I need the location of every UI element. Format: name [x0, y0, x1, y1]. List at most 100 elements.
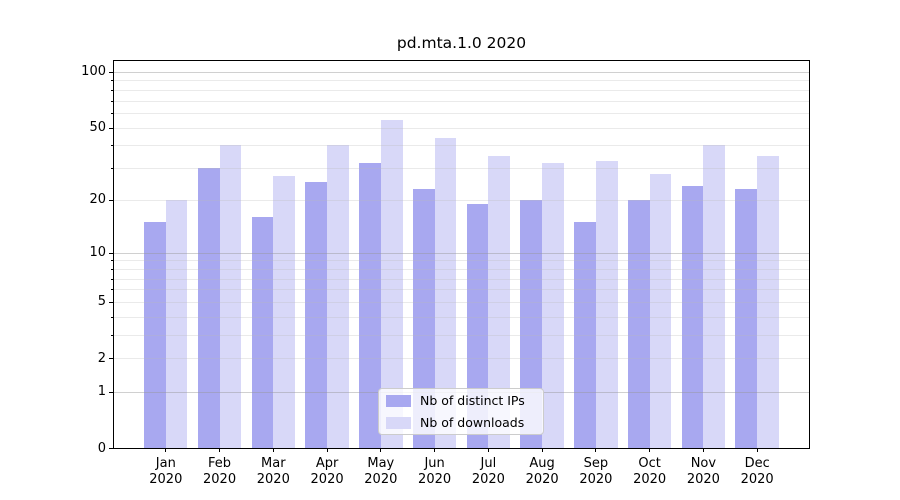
legend-item-downloads: Nb of downloads — [386, 412, 543, 434]
legend-label-downloads: Nb of downloads — [420, 415, 525, 430]
bar-distinct-ips-sep — [574, 222, 596, 448]
x-tick-year: 2020 — [310, 472, 344, 487]
x-tick-mark — [165, 448, 167, 452]
x-tick-month: Mar — [261, 456, 286, 471]
x-tick-label: Mar 2020 — [241, 456, 305, 488]
bar-downloads-jan — [165, 199, 188, 448]
x-tick-mark — [702, 448, 704, 452]
gridline-minor — [114, 335, 809, 337]
x-tick-year: 2020 — [525, 472, 559, 487]
y-tick-mark-minor — [111, 289, 113, 291]
y-tick-mark — [109, 391, 113, 393]
x-tick-month: Jul — [480, 456, 497, 471]
x-tick-year: 2020 — [686, 472, 720, 487]
plot-area: 0 1 2 5 10 20 50 100 Jan 2020 Feb 2020 Mar 2020 Apr 202… — [81, 60, 810, 487]
x-tick-label: Aug 2020 — [510, 456, 574, 488]
gridline-minor — [114, 260, 809, 262]
bar-distinct-ips-nov — [681, 185, 704, 448]
gridline-minor — [114, 278, 809, 280]
bar-distinct-ips-may — [359, 163, 381, 448]
gridline-minor — [114, 316, 809, 318]
x-tick-label: Sep 2020 — [564, 456, 628, 488]
y-tick-mark — [109, 199, 113, 201]
bar-downloads-feb — [219, 145, 242, 448]
x-tick-year: 2020 — [203, 472, 237, 487]
x-tick-year: 2020 — [579, 472, 613, 487]
y-tick-mark — [109, 252, 113, 254]
y-tick-label: 10 — [89, 245, 106, 261]
y-tick-mark — [109, 448, 113, 449]
gridline-minor — [114, 145, 809, 147]
bar-downloads-jul — [488, 155, 511, 448]
x-tick-label: Feb 2020 — [188, 456, 252, 488]
y-tick-mark — [109, 71, 113, 73]
x-tick-year: 2020 — [149, 472, 183, 487]
y-tick-mark-minor — [111, 112, 113, 114]
x-tick-month: Aug — [529, 456, 555, 471]
x-tick-mark — [541, 448, 543, 452]
x-tick-year: 2020 — [471, 472, 505, 487]
y-tick-mark-minor — [111, 316, 113, 318]
bar-downloads-dec — [757, 155, 779, 448]
x-tick-mark — [380, 448, 382, 452]
y-tick-mark-minor — [111, 268, 113, 270]
y-tick-mark-minor — [111, 100, 113, 102]
bar-downloads-mar — [273, 176, 295, 448]
gridline-minor — [114, 100, 809, 102]
x-tick-year: 2020 — [633, 472, 667, 487]
legend-swatch-downloads — [386, 416, 411, 429]
gridline-minor — [114, 168, 809, 170]
y-tick-mark-minor — [111, 145, 113, 147]
gridline-minor — [114, 289, 809, 291]
x-tick-label: Oct 2020 — [618, 456, 682, 488]
y-tick-label: 2 — [97, 350, 106, 366]
y-tick-mark-minor — [111, 80, 113, 82]
bar-downloads-nov — [703, 145, 726, 448]
x-tick-label: Apr 2020 — [295, 456, 359, 488]
y-tick-label: 0 — [97, 440, 106, 456]
x-tick-mark — [272, 448, 274, 452]
x-tick-label: Nov 2020 — [671, 456, 735, 488]
x-tick-month: Apr — [315, 456, 339, 471]
bar-distinct-ips-mar — [251, 217, 274, 448]
y-tick-mark — [109, 358, 113, 360]
y-tick-label: 100 — [81, 64, 106, 80]
legend-item-distinct-ips: Nb of distinct IPs — [386, 390, 543, 412]
x-tick-month: Jun — [424, 456, 445, 471]
y-tick-mark-minor — [111, 168, 113, 170]
y-tick-label: 5 — [97, 294, 106, 310]
bar-distinct-ips-feb — [197, 168, 220, 448]
y-tick-mark-minor — [111, 278, 113, 280]
y-tick-label: 1 — [97, 384, 106, 399]
bar-distinct-ips-jul — [466, 203, 489, 448]
x-tick-mark — [649, 448, 651, 452]
x-tick-month: Feb — [208, 456, 232, 471]
x-tick-year: 2020 — [364, 472, 398, 487]
x-tick-month: May — [367, 456, 395, 471]
y-tick-mark — [109, 301, 113, 303]
x-tick-year: 2020 — [740, 472, 774, 487]
gridline-minor — [114, 358, 809, 360]
bar-downloads-apr — [327, 145, 349, 448]
x-tick-year: 2020 — [256, 472, 290, 487]
x-tick-label: May 2020 — [349, 456, 413, 488]
y-tick-mark-minor — [111, 260, 113, 262]
x-tick-mark — [756, 448, 758, 452]
legend: Nb of distinct IPs Nb of downloads — [378, 388, 544, 435]
bar-distinct-ips-jan — [144, 222, 166, 448]
bar-downloads-oct — [649, 173, 672, 448]
x-tick-label: Jun 2020 — [403, 456, 467, 488]
x-tick-year: 2020 — [418, 472, 452, 487]
bar-downloads-may — [380, 119, 403, 448]
x-tick-mark — [595, 448, 597, 452]
gridline-major — [114, 252, 809, 254]
bar-distinct-ips-aug — [520, 199, 543, 448]
gridline-minor — [114, 199, 809, 201]
legend-swatch-distinct-ips — [386, 394, 411, 407]
x-tick-label: Jan 2020 — [134, 456, 198, 488]
gridline-minor — [114, 80, 809, 82]
y-tick-mark-minor — [111, 335, 113, 337]
chart-title: pd.mta.1.0 2020 — [396, 34, 527, 52]
gridline-minor — [114, 127, 809, 129]
